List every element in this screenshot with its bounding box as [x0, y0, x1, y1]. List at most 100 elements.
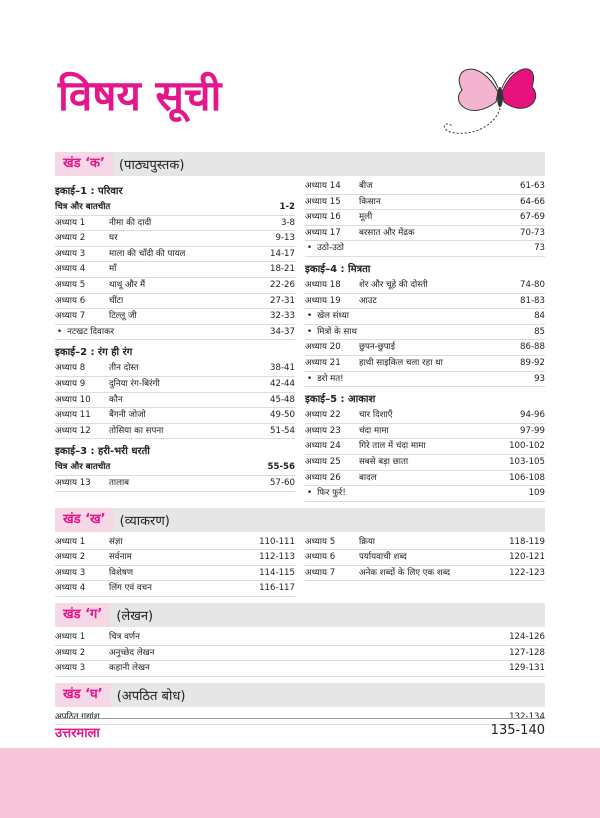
chapter-title: बरसात और मेंढक: [359, 227, 415, 238]
chapter-title: घर: [109, 233, 118, 244]
page-range: 112-113: [259, 552, 295, 563]
column: अपठित गद्यांश 132-134: [55, 710, 545, 726]
column: अध्याय 5 क्रिया 118-119 अध्याय 6 पर्यायवाची …: [305, 535, 545, 597]
page-range: 122-123: [509, 567, 545, 578]
section: खंड ‘घ’ (अपठित बोध) अपठित गद्यांश 132-134: [55, 682, 545, 726]
page-range: 109: [528, 488, 545, 499]
page-range: 9-13: [275, 233, 295, 244]
chapter-title: चित्र और बातचीत: [55, 202, 111, 212]
chapter-title: मूली: [359, 212, 373, 223]
toc-row: अध्याय 5 थाथू और मैं 22-26: [55, 278, 295, 294]
page-range: 110-111: [259, 536, 295, 547]
chapter-title: तोसिया का सपना: [109, 425, 164, 436]
chapter-number: अध्याय 20: [305, 342, 341, 353]
page-range: 89-92: [520, 357, 545, 368]
chapter-title: माँ: [109, 264, 117, 275]
chapter-number: अध्याय 5: [305, 536, 336, 547]
page-range: 55-56: [267, 462, 296, 473]
page-range: 118-119: [509, 536, 545, 547]
page-range: 103-105: [509, 456, 545, 467]
columns: इकाई–1 : परिवार चित्र और बातचीत 1-2 अध्याय …: [55, 176, 545, 502]
toc-row: अध्याय 10 कौन 45-48: [55, 393, 295, 409]
section-header: खंड ‘घ’ (अपठित बोध): [55, 682, 545, 707]
footer-band: [0, 748, 600, 818]
chapter-title: कौन: [109, 394, 123, 405]
toc-row: अध्याय 17 बरसात और मेंढक 70-73: [305, 226, 545, 242]
chapter-title: छुपन-छुपाई: [359, 342, 396, 353]
chapter-number: अध्याय 22: [305, 410, 341, 421]
toc-row: अध्याय 23 चंदा मामा 97-99: [305, 424, 545, 440]
toc-row: अध्याय 12 तोसिया का सपना 51-54: [55, 424, 295, 440]
chapter-number: अध्याय 5: [55, 279, 86, 290]
chapter-number: अध्याय 3: [55, 248, 86, 259]
toc-row: अध्याय 2 घर 9-13: [55, 231, 295, 247]
toc-row: अध्याय 3 कहानी लेखन 129-131: [55, 661, 545, 677]
toc-row: अध्याय 15 किसान 64-66: [305, 195, 545, 211]
toc-row: फिर फुर्र! 109: [305, 486, 545, 502]
toc-row: अध्याय 21 हाथी साइकिल चला रहा था 89-92: [305, 356, 545, 372]
unit-heading: इकाई–4 : मित्रता: [305, 263, 371, 275]
chapter-title: मित्रों के साथ: [305, 325, 505, 340]
toc-row: अध्याय 3 विशेषण 114-115: [55, 566, 295, 582]
chapter-number: अध्याय 2: [55, 552, 86, 563]
chapter-title: संज्ञा: [109, 536, 123, 547]
page-range: 67-69: [520, 212, 545, 223]
toc-row: अध्याय 7 टिल्लू जी 32-33: [55, 309, 295, 325]
chapter-number: अध्याय 16: [305, 212, 341, 223]
chapter-title: पर्यायवाची शब्द: [359, 552, 407, 563]
section-header: खंड ‘क’ (पाठ्यपुस्तक): [55, 152, 545, 176]
page-range: 70-73: [520, 227, 545, 238]
page-range: 1-2: [279, 202, 295, 212]
chapter-number: अध्याय 23: [305, 425, 341, 436]
page-range: 32-33: [270, 311, 295, 322]
chapter-title: आउट: [359, 295, 377, 306]
chapter-number: अध्याय 15: [305, 196, 341, 207]
chapter-number: अध्याय 4: [55, 583, 86, 594]
page-range: 86-88: [520, 342, 545, 353]
toc-row: अध्याय 9 दुनिया रंग-बिरंगी 42-44: [55, 377, 295, 393]
section-label: खंड ‘घ’: [55, 682, 111, 707]
chapter-number: अध्याय 10: [55, 394, 91, 405]
page-range: 84: [534, 311, 545, 322]
toc-row: अध्याय 11 बैंगनी जोजो 49-50: [55, 408, 295, 424]
butterfly-decoration: [443, 68, 537, 134]
chapter-number: अध्याय 8: [55, 363, 86, 374]
chapter-title: अपठित गद्यांश: [55, 711, 100, 722]
page-range: 116-117: [259, 583, 295, 594]
page-range: 22-26: [270, 279, 295, 290]
unit-heading: इकाई–2 : रंग ही रंग: [55, 347, 133, 359]
chapter-number: अध्याय 2: [55, 647, 86, 658]
page-range: 3-8: [280, 217, 295, 228]
toc-row: चित्र और बातचीत 1-2: [55, 200, 295, 216]
contents: खंड ‘क’ (पाठ्यपुस्तक) इकाई–1 : परिवार चित्र…: [55, 152, 545, 731]
section-subtitle: (पाठ्यपुस्तक): [118, 158, 185, 173]
toc-row: अध्याय 4 माँ 18-21: [55, 262, 295, 278]
toc-row: अध्याय 5 क्रिया 118-119: [305, 535, 545, 551]
page-range: 73: [534, 243, 545, 254]
page-range: 57-60: [270, 477, 295, 488]
chapter-title: दुनिया रंग-बिरंगी: [109, 378, 160, 389]
answer-key-pages: 135-140: [490, 723, 545, 738]
chapter-number: अध्याय 7: [305, 567, 336, 578]
chapter-title: थाथू और मैं: [109, 279, 146, 290]
chapter-title: माला की चाँदी की पायल: [109, 248, 186, 259]
section: खंड ‘क’ (पाठ्यपुस्तक) इकाई–1 : परिवार चित्र…: [55, 152, 545, 502]
page-range: 124-126: [509, 632, 545, 643]
toc-row: अध्याय 8 तीन दोस्त 38-41: [55, 361, 295, 377]
section-subtitle: (व्याकरण): [119, 513, 170, 529]
chapter-number: अध्याय 7: [55, 311, 86, 322]
page-range: 127-128: [509, 647, 545, 658]
chapter-number: अध्याय 21: [305, 357, 341, 368]
columns: अध्याय 1 संज्ञा 110-111 अध्याय 2 सर्वनाम 112-…: [55, 532, 545, 598]
column: अध्याय 1 संज्ञा 110-111 अध्याय 2 सर्वनाम 112-…: [55, 535, 295, 598]
chapter-title: चंदा मामा: [359, 425, 389, 436]
chapter-title: नटखट दिवाकर: [55, 325, 255, 340]
chapter-title: चार दिशाएँ: [359, 410, 393, 421]
section-subtitle: (लेखन): [116, 609, 154, 625]
answer-key-label: उत्तरमाला: [55, 726, 100, 741]
page-range: 18-21: [270, 264, 295, 275]
page-range: 34-37: [270, 326, 295, 337]
chapter-number: अध्याय 18: [305, 279, 341, 290]
title: विषय सूची: [58, 71, 222, 120]
